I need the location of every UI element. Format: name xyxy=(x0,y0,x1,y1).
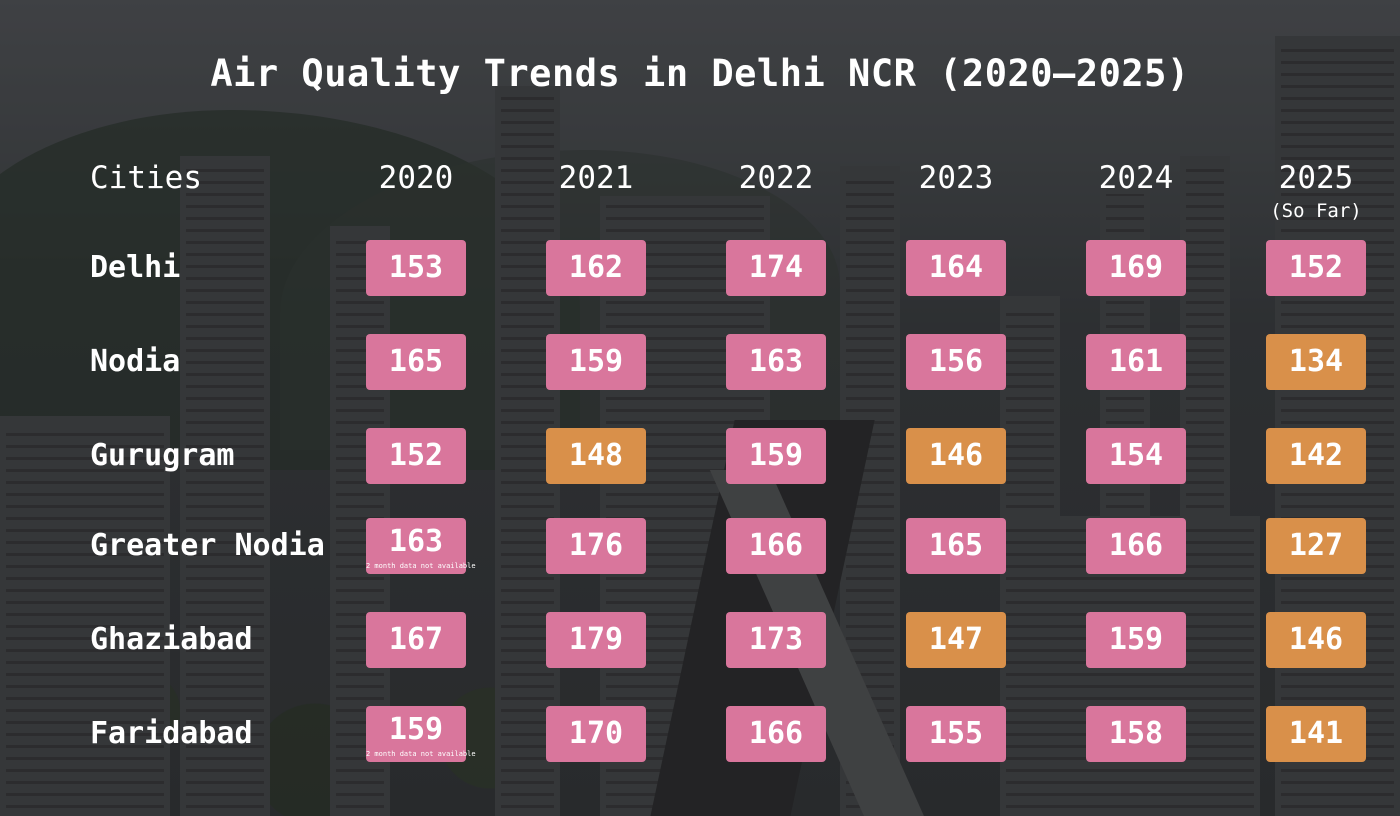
aqi-cell: 173 xyxy=(726,612,826,668)
aqi-cell: 142 xyxy=(1266,428,1366,484)
aqi-cell: 153 xyxy=(366,240,466,296)
aqi-value: 162 xyxy=(568,250,624,285)
aqi-value: 166 xyxy=(748,716,804,751)
aqi-value: 153 xyxy=(388,250,444,285)
aqi-cell: 166 xyxy=(726,706,826,762)
aqi-cell: 159 2 month data not available xyxy=(366,706,476,762)
aqi-cell: 163 2 month data not available xyxy=(366,518,476,574)
aqi-cell: 165 xyxy=(906,518,1006,574)
aqi-value: 134 xyxy=(1288,344,1344,379)
aqi-cell: 148 xyxy=(546,428,646,484)
city-label: Ghaziabad xyxy=(90,622,253,657)
aqi-cell: 127 xyxy=(1266,518,1366,574)
aqi-value: 152 xyxy=(388,438,444,473)
aqi-value: 165 xyxy=(388,344,444,379)
aqi-cell: 159 xyxy=(546,334,646,390)
aqi-cell: 166 xyxy=(1086,518,1186,574)
aqi-value: 166 xyxy=(748,528,804,563)
aqi-cell: 159 xyxy=(726,428,826,484)
aqi-value: 159 xyxy=(568,344,624,379)
aqi-cell: 161 xyxy=(1086,334,1186,390)
data-note: 2 month data not available xyxy=(366,750,476,758)
aqi-value: 146 xyxy=(928,438,984,473)
column-header-label: 2021 xyxy=(558,160,634,196)
aqi-value: 163 xyxy=(388,524,444,559)
city-label: Gurugram xyxy=(90,438,235,473)
aqi-cell: 165 xyxy=(366,334,466,390)
aqi-value: 127 xyxy=(1288,528,1344,563)
aqi-value: 159 xyxy=(748,438,804,473)
column-header-sublabel: (So Far) xyxy=(1270,200,1362,222)
aqi-cell: 159 xyxy=(1086,612,1186,668)
aqi-cell: 146 xyxy=(906,428,1006,484)
aqi-cell: 158 xyxy=(1086,706,1186,762)
column-header-2021: 2021 xyxy=(546,160,646,196)
city-label: Greater Nodia xyxy=(90,528,325,563)
column-header-cities: Cities xyxy=(90,160,202,196)
aqi-value: 173 xyxy=(748,622,804,657)
aqi-value: 158 xyxy=(1108,716,1164,751)
aqi-cell: 152 xyxy=(366,428,466,484)
aqi-value: 170 xyxy=(568,716,624,751)
aqi-value: 176 xyxy=(568,528,624,563)
aqi-value: 141 xyxy=(1288,716,1344,751)
aqi-value: 155 xyxy=(928,716,984,751)
aqi-cell: 174 xyxy=(726,240,826,296)
column-header-label: 2024 xyxy=(1098,160,1174,196)
column-header-label: 2025 xyxy=(1278,160,1354,196)
aqi-value: 156 xyxy=(928,344,984,379)
aqi-cell: 134 xyxy=(1266,334,1366,390)
aqi-cell: 141 xyxy=(1266,706,1366,762)
aqi-cell: 176 xyxy=(546,518,646,574)
aqi-cell: 147 xyxy=(906,612,1006,668)
aqi-cell: 156 xyxy=(906,334,1006,390)
aqi-value: 159 xyxy=(388,712,444,747)
city-label: Faridabad xyxy=(90,716,253,751)
aqi-cell: 163 xyxy=(726,334,826,390)
aqi-cell: 170 xyxy=(546,706,646,762)
aqi-value: 142 xyxy=(1288,438,1344,473)
aqi-cell: 164 xyxy=(906,240,1006,296)
aqi-value: 159 xyxy=(1108,622,1164,657)
column-header-2022: 2022 xyxy=(726,160,826,196)
aqi-value: 164 xyxy=(928,250,984,285)
aqi-cell: 162 xyxy=(546,240,646,296)
aqi-value: 147 xyxy=(928,622,984,657)
city-label: Nodia xyxy=(90,344,181,379)
aqi-cell: 167 xyxy=(366,612,466,668)
column-header-2023: 2023 xyxy=(906,160,1006,196)
aqi-cell: 154 xyxy=(1086,428,1186,484)
column-header-2025: 2025 (So Far) xyxy=(1266,160,1366,222)
column-header-label: 2023 xyxy=(918,160,994,196)
aqi-cell: 169 xyxy=(1086,240,1186,296)
aqi-value: 169 xyxy=(1108,250,1164,285)
aqi-cell: 179 xyxy=(546,612,646,668)
aqi-value: 167 xyxy=(388,622,444,657)
aqi-value: 166 xyxy=(1108,528,1164,563)
chart-title: Air Quality Trends in Delhi NCR (2020—20… xyxy=(210,52,1190,95)
city-label: Delhi xyxy=(90,250,181,285)
aqi-cell: 155 xyxy=(906,706,1006,762)
aqi-value: 154 xyxy=(1108,438,1164,473)
column-header-2020: 2020 xyxy=(366,160,466,196)
aqi-cell: 166 xyxy=(726,518,826,574)
aqi-value: 174 xyxy=(748,250,804,285)
column-header-2024: 2024 xyxy=(1086,160,1186,196)
data-note: 2 month data not available xyxy=(366,562,476,570)
column-header-label: 2020 xyxy=(378,160,454,196)
aqi-value: 146 xyxy=(1288,622,1344,657)
aqi-value: 148 xyxy=(568,438,624,473)
aqi-value: 161 xyxy=(1108,344,1164,379)
aqi-cell: 152 xyxy=(1266,240,1366,296)
aqi-cell: 146 xyxy=(1266,612,1366,668)
aqi-value: 165 xyxy=(928,528,984,563)
column-header-label: 2022 xyxy=(738,160,814,196)
aqi-value: 152 xyxy=(1288,250,1344,285)
aqi-value: 163 xyxy=(748,344,804,379)
aqi-value: 179 xyxy=(568,622,624,657)
